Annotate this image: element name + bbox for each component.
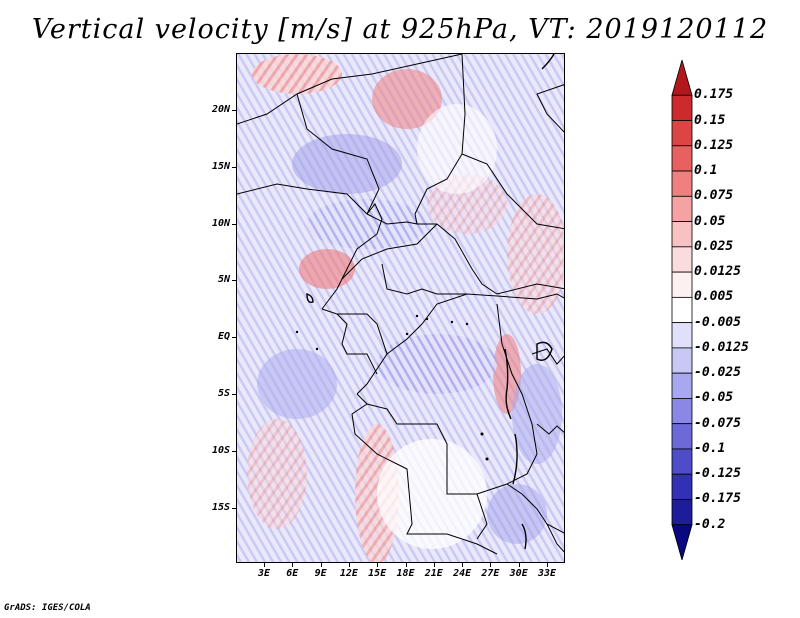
longitude-tick (405, 563, 407, 567)
color-scale-label: 0.075 (694, 188, 734, 204)
longitude-label: 6E (286, 568, 299, 579)
longitude-tick (292, 563, 294, 567)
color-scale-label: -0.005 (694, 314, 741, 330)
color-scale-swatch (671, 347, 693, 374)
latitude-tick (232, 337, 236, 339)
color-scale-swatch (671, 398, 693, 425)
color-scale-swatch (671, 120, 693, 147)
longitude-label: 15E (368, 568, 387, 579)
color-scale-label: 0.125 (694, 137, 734, 153)
latitude-label: 5S (217, 388, 230, 399)
longitude-tick (264, 563, 265, 567)
color-scale-label: -0.1 (694, 440, 726, 456)
map-title: Vertical velocity [m/s] at 925hPa, VT: 2… (31, 14, 769, 45)
latitude-tick (232, 223, 236, 225)
color-scale-label: -0.0125 (694, 339, 749, 355)
latitude-label: 10N (211, 217, 230, 229)
map-panel (236, 53, 565, 563)
color-scale-label: -0.05 (694, 390, 734, 406)
longitude-tick (462, 563, 464, 567)
color-scale-swatch (671, 473, 693, 500)
color-scale-label: -0.2 (694, 516, 726, 532)
color-scale-bar (671, 60, 693, 560)
longitude-label: 30E (509, 568, 528, 579)
longitude-label: 21E (424, 568, 443, 579)
footer-credit: GrADS: IGES/COLA (4, 603, 91, 613)
color-scale-label: 0.005 (694, 289, 734, 305)
color-scale-label: 0.1 (694, 163, 718, 179)
longitude-label: 27E (481, 568, 500, 579)
longitude-label: 9E (314, 568, 327, 579)
longitude-label: 33E (537, 568, 557, 579)
longitude-label: 3E (257, 568, 271, 579)
latitude-label: 5N (217, 274, 230, 286)
latitude-label: 15S (211, 501, 230, 513)
color-scale-label: -0.175 (694, 491, 741, 507)
color-scale-label: -0.075 (694, 415, 741, 431)
latitude-tick (232, 280, 236, 282)
longitude-label: 18E (396, 568, 415, 579)
color-scale-swatch (671, 524, 693, 560)
color-scale-label: 0.0125 (694, 264, 741, 280)
latitude-tick (232, 450, 236, 452)
longitude-tick (348, 563, 350, 567)
longitude-label: 24E (453, 568, 472, 579)
color-scale-label: 0.05 (694, 213, 726, 229)
longitude-tick (518, 563, 520, 567)
latitude-tick (232, 507, 236, 509)
color-scale-swatch (671, 423, 693, 450)
latitude-label: EQ (217, 331, 230, 343)
latitude-tick (232, 394, 236, 395)
vertical-velocity-field (237, 54, 564, 562)
color-scale-label: 0.15 (694, 112, 726, 128)
longitude-tick (433, 563, 435, 567)
color-scale-label: -0.125 (694, 466, 741, 482)
longitude-tick (547, 563, 548, 567)
color-scale-label: 0.025 (694, 238, 734, 254)
color-scale-swatch (671, 221, 693, 248)
color-scale-swatch (671, 94, 693, 121)
latitude-label: 20N (211, 104, 230, 115)
color-scale-swatch (671, 322, 693, 349)
latitude-tick (232, 110, 236, 111)
color-scale-label: 0.175 (694, 87, 734, 103)
color-scale-swatch (671, 448, 693, 475)
color-scale-swatch (671, 372, 693, 399)
color-scale-label: -0.025 (694, 365, 741, 381)
longitude-tick (490, 563, 492, 567)
latitude-tick (232, 166, 236, 168)
latitude-label: 10S (211, 444, 230, 456)
color-scale-swatch (671, 246, 693, 273)
color-scale-swatch (671, 195, 693, 222)
color-scale-swatch (671, 271, 693, 298)
color-scale-swatch (671, 499, 693, 526)
longitude-tick (320, 563, 322, 567)
color-scale-swatch (671, 60, 693, 96)
color-scale-swatch (671, 170, 693, 197)
color-scale-swatch (671, 296, 693, 324)
longitude-tick (377, 563, 379, 567)
color-scale-swatch (671, 145, 693, 172)
latitude-label: 15N (211, 160, 230, 172)
longitude-label: 12E (339, 568, 358, 579)
